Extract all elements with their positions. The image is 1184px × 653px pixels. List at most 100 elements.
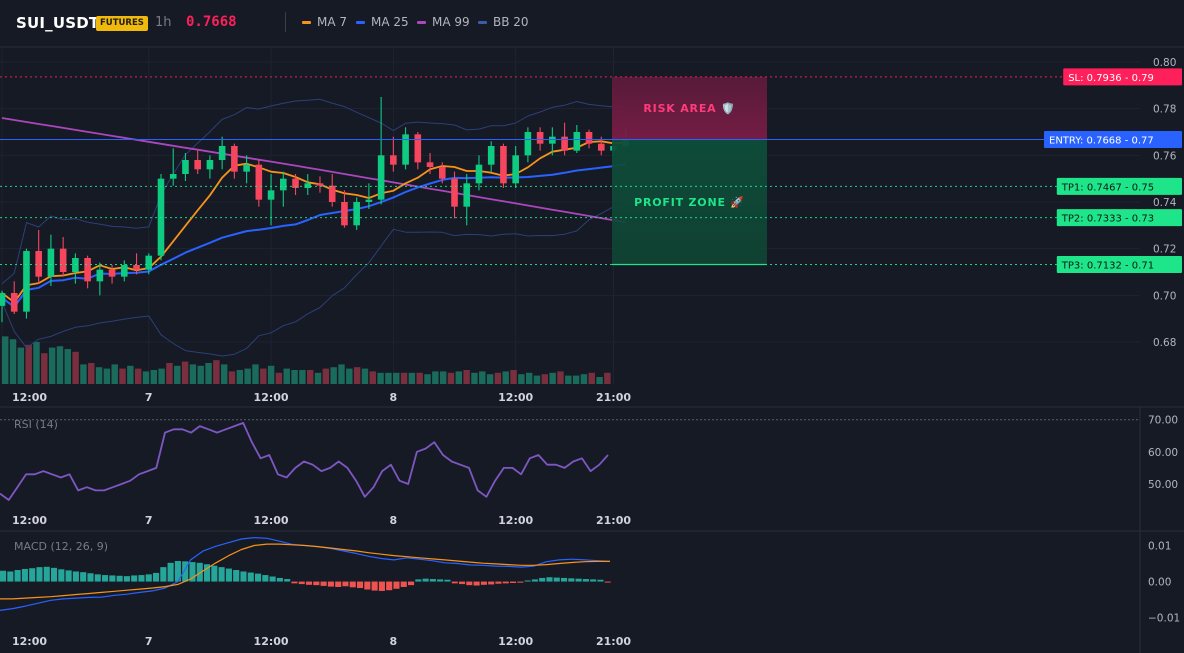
rsi-time-axis: 12:00 7 12:00 8 12:00 21:00 [12, 514, 631, 527]
candle-body [96, 269, 104, 282]
volume-bar [494, 372, 502, 384]
chart-header: SUI_USDT FUTURES 1h 0.7668 MA 7 MA 25 MA… [0, 0, 1184, 46]
volume-bar [557, 371, 564, 384]
ma25-line [1, 163, 626, 308]
macd-histogram-bar [386, 581, 393, 591]
volume-bar [64, 349, 71, 384]
symbol-name[interactable]: SUI_USDT [16, 14, 100, 32]
risk-area-label: RISK AREA 🛡️ [643, 102, 735, 115]
macd-histogram-bar [233, 570, 240, 582]
price-grid [0, 48, 1140, 384]
macd-histogram-bar [247, 572, 254, 582]
volume-bar [377, 372, 384, 384]
macd-histogram-bar [451, 581, 458, 584]
volume-bar [205, 363, 212, 384]
price-tick-label: 0.76 [1153, 150, 1177, 162]
volume-bar [580, 374, 588, 384]
volume-bar [267, 365, 275, 384]
current-price: 0.7668 [186, 14, 237, 30]
volume-bar [41, 353, 48, 384]
macd-histogram-bar [357, 581, 364, 589]
legend-bb20[interactable]: BB 20 [478, 15, 529, 29]
macd-histogram-bar [313, 581, 320, 586]
legend-ma7[interactable]: MA 7 [302, 15, 347, 29]
legend-label: BB 20 [493, 15, 529, 29]
volume-bar [338, 364, 345, 384]
volume-bar [314, 372, 322, 384]
price-tick-label: 0.72 [1153, 244, 1176, 256]
candle-body [573, 132, 581, 151]
candle-body [59, 248, 67, 272]
macd-histogram-bar [531, 579, 538, 582]
time-tick-label: 8 [390, 514, 398, 527]
volume-bar [307, 370, 314, 384]
entry-tag-text: ENTRY: 0.7668 - 0.77 [1049, 135, 1154, 146]
macd-histogram-bar [36, 567, 43, 582]
bb-upper [1, 98, 626, 285]
trade-zones: RISK AREA 🛡️ PROFIT ZONE 🚀 [612, 76, 767, 266]
macd-histogram-bar [291, 581, 298, 584]
volume-bar [549, 372, 556, 384]
candle-body [438, 167, 446, 179]
volume-bar [353, 367, 361, 384]
candle-body [169, 174, 177, 179]
macd-histogram-bar [415, 579, 422, 582]
take-profit-3-tag [1056, 256, 1182, 274]
candle-body [328, 185, 336, 202]
volume-bars [2, 336, 611, 384]
macd-histogram-bar [546, 577, 553, 582]
macd-histogram-bar [138, 575, 145, 582]
risk-area-zone [612, 76, 767, 140]
stop-loss-tag [1063, 68, 1182, 86]
rsi-pane: 70.00 60.00 50.00 RSI (14) [0, 415, 1178, 501]
candle-body [304, 183, 312, 188]
volume-bar [463, 370, 470, 384]
rsi-tick-label: 70.00 [1148, 415, 1178, 427]
volume-bar [166, 363, 173, 384]
macd-histogram-bar [488, 581, 495, 585]
candle-body [108, 269, 116, 277]
volume-bar [142, 371, 150, 384]
macd-histogram-bar [262, 575, 269, 582]
timeframe-label[interactable]: 1h [155, 15, 172, 30]
time-tick-label: 12:00 [254, 391, 289, 404]
candle-body [463, 183, 471, 207]
macd-histogram-bar [517, 581, 524, 583]
volume-bar [252, 364, 259, 384]
macd-histogram-bar [102, 575, 109, 582]
volume-bar [346, 368, 353, 384]
macd-histogram-bar [131, 575, 138, 582]
legend-ma99[interactable]: MA 99 [417, 15, 470, 29]
macd-histogram-bar [393, 581, 400, 589]
macd-histogram-bar [29, 568, 36, 582]
volume-bar [322, 368, 330, 384]
candle-body [536, 132, 544, 144]
volume-bar [533, 375, 541, 384]
volume-bar [80, 364, 87, 384]
volume-bar [471, 372, 478, 384]
rsi-line [0, 421, 609, 501]
candle-body [475, 164, 483, 184]
macd-histogram-bar [582, 579, 589, 582]
macd-histogram-bar [306, 581, 313, 585]
volume-bar [9, 339, 17, 384]
macd-histogram-bar [14, 570, 21, 582]
macd-histogram-bar [255, 573, 262, 582]
macd-histogram-bar [94, 574, 101, 582]
candle-body [182, 160, 189, 174]
volume-bar [275, 372, 283, 384]
macd-histogram-bar [160, 567, 167, 582]
legend-ma25[interactable]: MA 25 [356, 15, 409, 29]
macd-histogram-bar [553, 577, 560, 582]
volume-bar [604, 372, 611, 384]
candle-body [402, 134, 409, 165]
volume-bar [486, 374, 494, 384]
candle-body [487, 146, 495, 165]
macd-pane: MACD (12, 26, 9) 0.01 0.00 −0.01 [0, 536, 1180, 625]
macd-histogram-bar [349, 581, 356, 588]
macd-histogram-bar [597, 579, 604, 582]
volume-bar [385, 372, 392, 384]
price-time-axis: 12:00 7 12:00 8 12:00 21:00 [12, 391, 631, 404]
price-tick-label: 0.70 [1153, 290, 1176, 302]
